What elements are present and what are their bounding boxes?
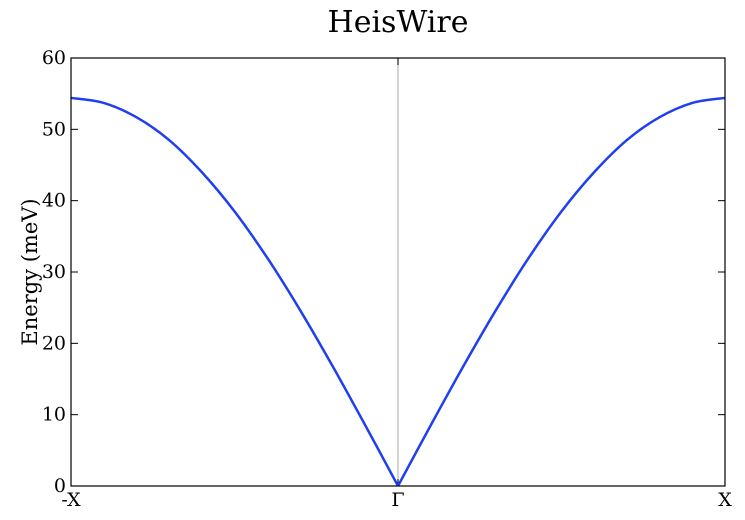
plot-frame — [70, 57, 726, 487]
y-tick-label: 20 — [42, 332, 66, 354]
x-tick-label: Γ — [391, 489, 404, 511]
y-axis-label: Energy (meV) — [18, 198, 42, 345]
x-tick-label: X — [718, 489, 732, 511]
y-tick-label: 60 — [42, 47, 66, 69]
y-tick-label: 50 — [42, 118, 66, 140]
y-tick-label: 0 — [54, 475, 66, 497]
axis-tick-labels: 0 10 20 30 40 50 60 -X Γ X — [42, 47, 732, 511]
y-tick-label: 30 — [42, 261, 66, 283]
series-group — [70, 96, 726, 487]
series-line — [70, 96, 726, 487]
y-tick-label: 40 — [42, 190, 66, 212]
x-tick-label: -X — [61, 489, 81, 511]
y-tick-label: 10 — [42, 404, 66, 426]
chart-title: HeisWire — [328, 5, 469, 40]
